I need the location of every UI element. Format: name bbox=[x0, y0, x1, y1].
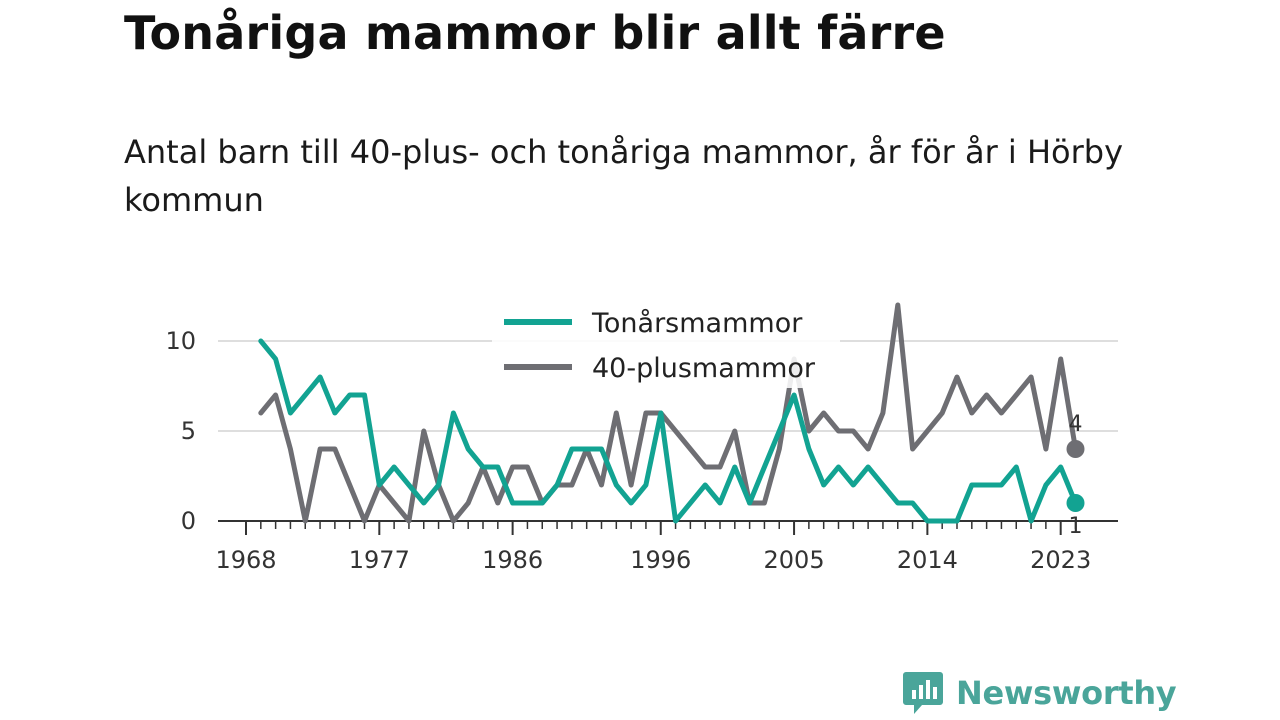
series-line-fortyplus-mammor bbox=[258, 302, 1078, 524]
legend: Tonårsmammor 40-plusmammor bbox=[492, 296, 840, 388]
chart-title: Tonåriga mammor blir allt färre bbox=[124, 6, 946, 60]
legend-label-1: 40-plusmammor bbox=[592, 353, 816, 384]
newsworthy-logo-icon bbox=[903, 672, 943, 714]
x-tick-label-1968: 1968 bbox=[215, 546, 276, 574]
end-point-1 bbox=[1066, 440, 1085, 458]
y-tick-label-5: 5 bbox=[181, 417, 196, 445]
chart-subtitle: Antal barn till 40-plus- och tonåriga ma… bbox=[124, 133, 1124, 219]
legend-background bbox=[492, 296, 840, 388]
end-point-0 bbox=[1066, 494, 1085, 512]
x-tick-label-2005: 2005 bbox=[764, 546, 825, 574]
end-label-1: 4 bbox=[1069, 412, 1083, 437]
legend-label-0: Tonårsmammor bbox=[591, 308, 803, 339]
end-label-0: 1 bbox=[1069, 514, 1083, 539]
axes: 0 5 10 1968 1977 1986 1996 2005 2014 2023 bbox=[165, 327, 1118, 574]
newsworthy-brand: Newsworthy bbox=[902, 670, 1177, 716]
series-line-tonarsmammor bbox=[258, 338, 1078, 524]
end-markers: 14 bbox=[1066, 412, 1085, 539]
x-tick-label-2023: 2023 bbox=[1030, 546, 1091, 574]
x-tick-label-2014: 2014 bbox=[897, 546, 958, 574]
series-lines bbox=[258, 302, 1078, 524]
x-tick-label-1986: 1986 bbox=[482, 546, 543, 574]
x-tick-label-1996: 1996 bbox=[630, 546, 691, 574]
y-tick-label-10: 10 bbox=[165, 327, 196, 355]
y-tick-label-0: 0 bbox=[181, 507, 196, 535]
brand-name: Newsworthy bbox=[956, 674, 1177, 712]
x-tick-label-1977: 1977 bbox=[349, 546, 410, 574]
